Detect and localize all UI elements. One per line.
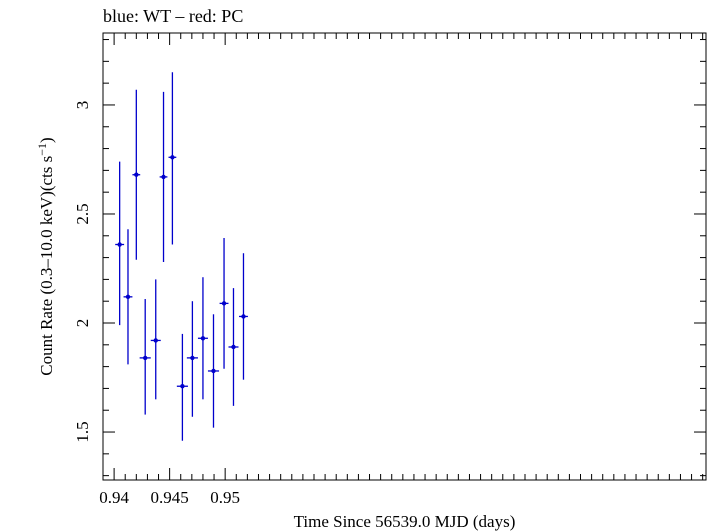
- data-point: [115, 161, 125, 326]
- x-tick-label: 0.945: [151, 488, 189, 507]
- point-marker: [200, 336, 206, 341]
- data-point: [219, 237, 229, 369]
- y-axis-label: Count Rate (0.3–10.0 keV)(cts s−1): [35, 137, 56, 375]
- data-point: [150, 279, 161, 400]
- y-tick-label: 2.5: [73, 203, 92, 224]
- point-marker: [241, 314, 246, 319]
- axis-tick-labels: 0.94 0.945 0.95 1.5 2 2.5 3: [73, 101, 240, 507]
- data-point: [168, 72, 177, 245]
- data-point: [207, 314, 220, 428]
- data-point: [197, 277, 208, 400]
- y-axis-label-close: ): [37, 137, 56, 143]
- point-marker: [153, 338, 158, 343]
- data-point: [186, 301, 198, 417]
- y-axis-label-superscript: −1: [35, 143, 49, 156]
- plot-frame: [102, 32, 707, 481]
- data-point: [159, 91, 168, 262]
- data-point: [228, 288, 239, 406]
- x-tick-label: 0.95: [210, 488, 240, 507]
- point-marker: [231, 344, 236, 350]
- data-points: [115, 72, 248, 441]
- y-tick-label: 1.5: [73, 421, 92, 442]
- point-marker: [170, 155, 175, 160]
- point-marker: [134, 172, 139, 177]
- x-axis-label: Time Since 56539.0 MJD (days): [294, 512, 516, 531]
- point-marker: [180, 384, 185, 389]
- point-marker: [221, 301, 227, 306]
- axis-ticks: [102, 33, 706, 480]
- data-point: [123, 229, 133, 365]
- y-tick-label: 2: [73, 319, 92, 328]
- y-tick-label: 3: [73, 101, 92, 110]
- point-marker: [117, 242, 122, 247]
- point-marker: [125, 294, 131, 300]
- data-point: [139, 299, 151, 415]
- data-point: [239, 253, 248, 380]
- y-axis-label-main: Count Rate (0.3–10.0 keV)(cts s: [37, 156, 56, 376]
- x-tick-label: 0.94: [99, 488, 129, 507]
- point-marker: [190, 355, 195, 361]
- data-point: [176, 333, 188, 441]
- chart-title: blue: WT – red: PC: [103, 6, 243, 26]
- data-point: [132, 89, 141, 260]
- point-marker: [142, 355, 148, 361]
- point-marker: [211, 368, 216, 374]
- point-marker: [161, 174, 166, 180]
